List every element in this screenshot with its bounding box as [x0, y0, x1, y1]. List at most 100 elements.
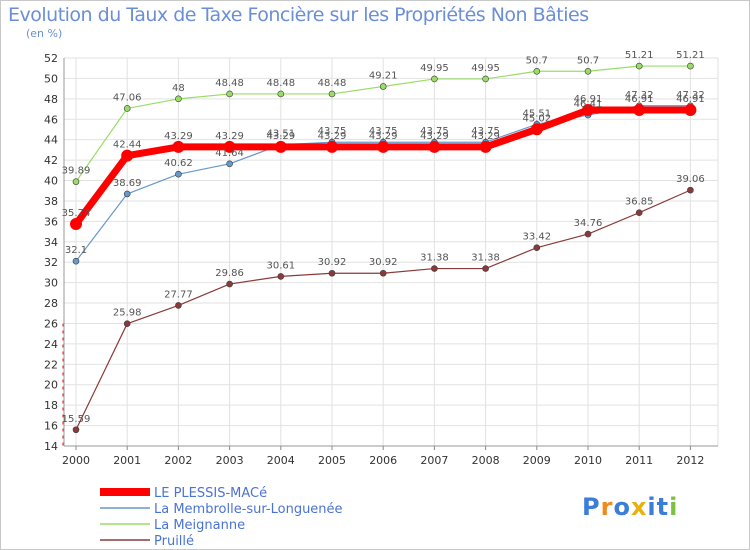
- point-pruille: [584, 230, 592, 238]
- x-tick-label: 2002: [164, 454, 192, 467]
- data-label-le-plessis-mace: 46.91: [676, 94, 705, 105]
- data-label-le-plessis-mace: 43.29: [471, 131, 500, 142]
- x-tick-label: 2001: [113, 454, 141, 467]
- data-label-pruille: 31.38: [471, 253, 500, 264]
- x-tick-label: 2007: [420, 454, 448, 467]
- data-label-le-plessis-mace: 43.29: [164, 131, 193, 142]
- point-la-meignanne: [635, 62, 643, 70]
- data-label-le-plessis-mace: 43.29: [266, 131, 295, 142]
- point-le-plessis-mace: [428, 140, 441, 153]
- point-pruille: [482, 265, 489, 272]
- point-pruille: [175, 302, 182, 309]
- x-tick-label: 2011: [625, 454, 653, 467]
- y-tick-label: 14: [44, 440, 58, 453]
- data-label-le-plessis-mace: 43.29: [369, 131, 398, 142]
- point-la-meignanne: [328, 90, 336, 98]
- axes: 14 16 18 20 22 24 26 28 30 32 34 36 38 40 42 44 46 48 50 52…: [44, 52, 718, 467]
- data-label-le-plessis-mace: 43.29: [215, 131, 244, 142]
- data-label-la-membrolle: 32.1: [65, 245, 87, 256]
- point-la-membrolle: [226, 160, 233, 168]
- point-la-meignanne: [226, 90, 233, 98]
- data-label-le-plessis-mace: 46.91: [625, 94, 654, 105]
- y-tick-label: 22: [44, 358, 58, 371]
- legend-label-pruille: Pruillé: [154, 534, 194, 549]
- data-label-pruille: 27.77: [164, 289, 193, 300]
- logo-letter: i: [669, 493, 679, 521]
- x-tick-label: 2004: [267, 454, 295, 467]
- point-le-plessis-mace: [223, 140, 236, 153]
- point-pruille: [635, 209, 643, 216]
- data-label-la-meignanne: 48.48: [318, 78, 347, 89]
- point-le-plessis-mace: [121, 149, 134, 162]
- point-pruille: [687, 186, 694, 194]
- data-label-la-membrolle: 47.32: [625, 90, 654, 101]
- data-label-la-membrolle: 43.51: [266, 129, 295, 140]
- legend-label-le-plessis-mace: LE PLESSIS-MACé: [154, 486, 267, 501]
- proxiti-logo: Proxiti: [582, 493, 678, 521]
- y-tick-label: 46: [44, 113, 58, 126]
- data-label-la-meignanne: 51.21: [625, 50, 654, 61]
- point-la-meignanne: [175, 95, 182, 103]
- data-label-le-plessis-mace: 35.74: [62, 208, 91, 219]
- y-tick-label: 18: [44, 399, 58, 412]
- data-label-la-meignanne: 49.95: [471, 63, 500, 74]
- y-tick-label: 40: [44, 175, 58, 188]
- data-label-la-membrolle: 43.75: [369, 126, 398, 137]
- data-label-la-membrolle: 40.62: [164, 158, 193, 169]
- data-label-pruille: 33.42: [522, 232, 551, 243]
- chart-title: Evolution du Taux de Taxe Foncière sur l…: [8, 4, 589, 26]
- point-la-meignanne: [687, 62, 694, 70]
- y-tick-label: 24: [44, 338, 58, 351]
- y-tick-label: 44: [44, 134, 58, 147]
- point-pruille: [379, 269, 387, 277]
- y-tick-label: 52: [44, 52, 58, 65]
- data-label-pruille: 31.38: [420, 253, 449, 264]
- data-label-la-meignanne: 51.21: [676, 50, 705, 61]
- data-label-la-meignanne: 50.7: [577, 55, 599, 66]
- y-axis-label: (en %): [26, 27, 63, 40]
- x-tick-label: 2003: [216, 454, 244, 467]
- point-pruille: [431, 265, 438, 272]
- x-tick-label: 2005: [318, 454, 346, 467]
- x-tick-label: 2012: [676, 454, 704, 467]
- x-tick-label: 2009: [523, 454, 551, 467]
- data-label-pruille: 29.86: [215, 268, 244, 279]
- point-le-plessis-mace: [479, 140, 492, 153]
- point-la-membrolle: [72, 257, 80, 265]
- data-label-la-membrolle: 38.69: [113, 178, 142, 189]
- point-le-plessis-mace: [582, 103, 594, 116]
- point-le-plessis-mace: [326, 140, 338, 153]
- logo-letter: r: [600, 493, 614, 521]
- data-label-pruille: 30.92: [318, 257, 347, 268]
- logo-letter: P: [582, 493, 601, 521]
- logo-letter: t: [656, 493, 670, 521]
- y-tick-label: 26: [44, 317, 58, 330]
- point-la-meignanne: [584, 67, 592, 75]
- data-label-pruille: 36.85: [625, 197, 654, 208]
- point-la-meignanne: [431, 75, 438, 83]
- data-label-le-plessis-mace: 45.02: [522, 113, 551, 124]
- y-tick-label: 48: [44, 93, 58, 106]
- x-tick-label: 2008: [472, 454, 500, 467]
- x-tick-label: 2000: [62, 454, 90, 467]
- point-pruille: [328, 269, 336, 277]
- plot-area: [64, 58, 718, 446]
- point-la-meignanne: [482, 75, 489, 83]
- data-label-la-meignanne: 48.48: [215, 78, 244, 89]
- data-label-la-meignanne: 49.21: [369, 70, 398, 81]
- data-label-la-membrolle: 47.32: [676, 90, 705, 101]
- y-tick-label: 42: [44, 154, 58, 167]
- point-pruille: [72, 426, 80, 434]
- point-la-meignanne: [72, 178, 80, 185]
- point-le-plessis-mace: [530, 123, 543, 136]
- data-label-la-membrolle: 43.75: [420, 126, 449, 137]
- legend-label-la-meignanne: La Meignanne: [154, 518, 245, 533]
- logo-letter: i: [647, 493, 657, 521]
- point-le-plessis-mace: [377, 140, 390, 153]
- data-label-la-membrolle: 45.51: [522, 108, 551, 119]
- data-label-la-meignanne: 49.95: [420, 63, 449, 74]
- point-pruille: [226, 280, 233, 288]
- point-la-membrolle: [175, 170, 182, 178]
- data-label-pruille: 34.76: [574, 218, 603, 229]
